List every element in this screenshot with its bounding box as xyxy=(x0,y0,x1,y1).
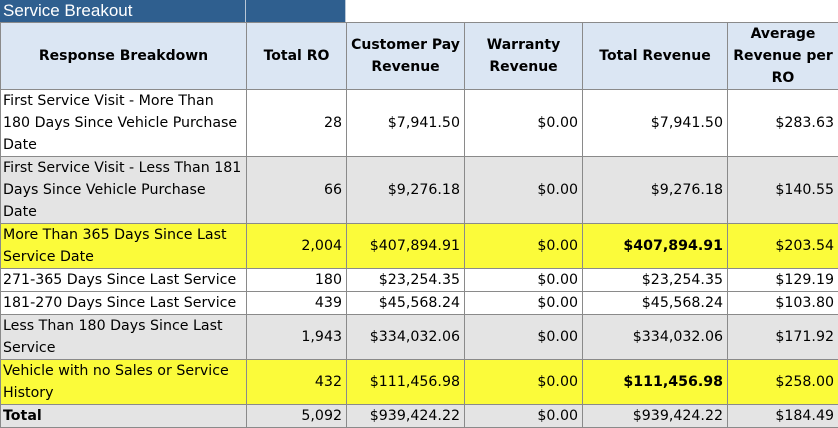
row-label[interactable]: More Than 365 Days Since Last Service Da… xyxy=(1,224,247,269)
header-warranty-revenue[interactable]: Warranty Revenue xyxy=(465,23,583,90)
warranty-cell[interactable]: $0.00 xyxy=(465,405,583,428)
total-revenue-cell[interactable]: $111,456.98 xyxy=(583,360,728,405)
table-row: 271-365 Days Since Last Service 180 $23,… xyxy=(1,269,838,292)
customer-pay-cell[interactable]: $334,032.06 xyxy=(347,315,465,360)
total-row: Total 5,092 $939,424.22 $0.00 $939,424.2… xyxy=(1,405,838,428)
total-ro-cell[interactable]: 432 xyxy=(247,360,347,405)
customer-pay-cell[interactable]: $939,424.22 xyxy=(347,405,465,428)
header-customer-pay-revenue[interactable]: Customer Pay Revenue xyxy=(347,23,465,90)
title-row: Service Breakout xyxy=(0,0,838,22)
warranty-cell[interactable]: $0.00 xyxy=(465,224,583,269)
avg-revenue-cell[interactable]: $129.19 xyxy=(728,269,838,292)
total-revenue-cell[interactable]: $9,276.18 xyxy=(583,157,728,224)
avg-revenue-cell[interactable]: $171.92 xyxy=(728,315,838,360)
warranty-cell[interactable]: $0.00 xyxy=(465,157,583,224)
total-ro-cell[interactable]: 2,004 xyxy=(247,224,347,269)
customer-pay-cell[interactable]: $407,894.91 xyxy=(347,224,465,269)
warranty-cell[interactable]: $0.00 xyxy=(465,315,583,360)
total-revenue-cell[interactable]: $7,941.50 xyxy=(583,90,728,157)
header-row: Response Breakdown Total RO Customer Pay… xyxy=(1,23,838,90)
table-row: More Than 365 Days Since Last Service Da… xyxy=(1,224,838,269)
total-ro-cell[interactable]: 5,092 xyxy=(247,405,347,428)
total-revenue-cell[interactable]: $45,568.24 xyxy=(583,292,728,315)
avg-revenue-cell[interactable]: $184.49 xyxy=(728,405,838,428)
avg-revenue-cell[interactable]: $203.54 xyxy=(728,224,838,269)
table-row: First Service Visit - Less Than 181 Days… xyxy=(1,157,838,224)
header-total-ro[interactable]: Total RO xyxy=(247,23,347,90)
table-row: 181-270 Days Since Last Service 439 $45,… xyxy=(1,292,838,315)
row-label[interactable]: First Service Visit - Less Than 181 Days… xyxy=(1,157,247,224)
table-row: First Service Visit - More Than 180 Days… xyxy=(1,90,838,157)
total-ro-cell[interactable]: 439 xyxy=(247,292,347,315)
total-ro-cell[interactable]: 28 xyxy=(247,90,347,157)
warranty-cell[interactable]: $0.00 xyxy=(465,292,583,315)
row-label[interactable]: Less Than 180 Days Since Last Service xyxy=(1,315,247,360)
avg-revenue-cell[interactable]: $103.80 xyxy=(728,292,838,315)
row-label[interactable]: First Service Visit - More Than 180 Days… xyxy=(1,90,247,157)
total-revenue-cell[interactable]: $334,032.06 xyxy=(583,315,728,360)
warranty-cell[interactable]: $0.00 xyxy=(465,90,583,157)
warranty-cell[interactable]: $0.00 xyxy=(465,360,583,405)
row-label[interactable]: 271-365 Days Since Last Service xyxy=(1,269,247,292)
header-total-revenue[interactable]: Total Revenue xyxy=(583,23,728,90)
total-revenue-cell[interactable]: $407,894.91 xyxy=(583,224,728,269)
total-ro-cell[interactable]: 1,943 xyxy=(247,315,347,360)
total-label[interactable]: Total xyxy=(1,405,247,428)
avg-revenue-cell[interactable]: $283.63 xyxy=(728,90,838,157)
title-fill-cell[interactable] xyxy=(246,0,346,22)
service-breakout-table: Response Breakdown Total RO Customer Pay… xyxy=(0,22,838,428)
customer-pay-cell[interactable]: $7,941.50 xyxy=(347,90,465,157)
row-label[interactable]: Vehicle with no Sales or Service History xyxy=(1,360,247,405)
table-row: Less Than 180 Days Since Last Service 1,… xyxy=(1,315,838,360)
customer-pay-cell[interactable]: $9,276.18 xyxy=(347,157,465,224)
header-response-breakdown[interactable]: Response Breakdown xyxy=(1,23,247,90)
avg-revenue-cell[interactable]: $258.00 xyxy=(728,360,838,405)
total-ro-cell[interactable]: 66 xyxy=(247,157,347,224)
row-label[interactable]: 181-270 Days Since Last Service xyxy=(1,292,247,315)
warranty-cell[interactable]: $0.00 xyxy=(465,269,583,292)
customer-pay-cell[interactable]: $45,568.24 xyxy=(347,292,465,315)
table-row: Vehicle with no Sales or Service History… xyxy=(1,360,838,405)
sheet-title[interactable]: Service Breakout xyxy=(0,0,246,22)
avg-revenue-cell[interactable]: $140.55 xyxy=(728,157,838,224)
customer-pay-cell[interactable]: $111,456.98 xyxy=(347,360,465,405)
total-ro-cell[interactable]: 180 xyxy=(247,269,347,292)
customer-pay-cell[interactable]: $23,254.35 xyxy=(347,269,465,292)
total-revenue-cell[interactable]: $23,254.35 xyxy=(583,269,728,292)
total-revenue-cell[interactable]: $939,424.22 xyxy=(583,405,728,428)
header-average-revenue-per-ro[interactable]: Average Revenue per RO xyxy=(728,23,838,90)
